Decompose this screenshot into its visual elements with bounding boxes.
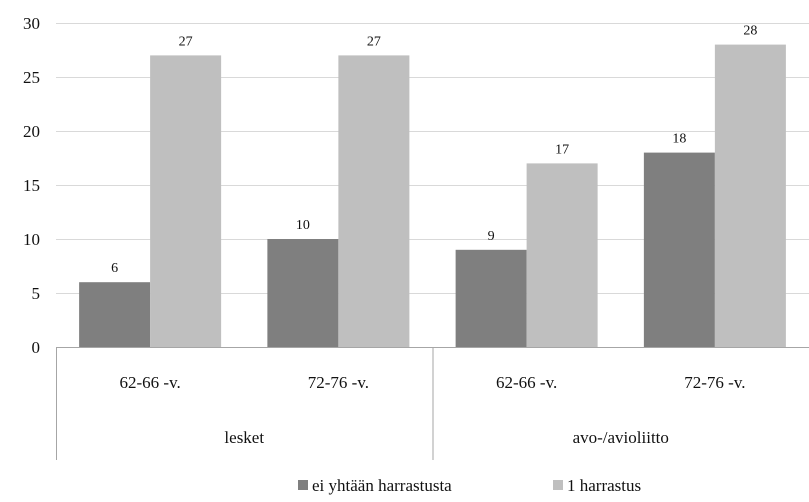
y-tick-label-5: 5 (32, 284, 41, 303)
data-label-1-2: 17 (555, 142, 569, 157)
data-labels: 6 27 10 27 9 17 18 28 (111, 24, 757, 277)
y-tick-label-30: 30 (23, 14, 40, 33)
data-label-1-1: 27 (367, 34, 381, 49)
bar-ei-yhtaan-2 (455, 249, 527, 347)
bar-ei-yhtaan-1 (267, 239, 339, 347)
x-axis-labels: 62-66 -v. 72-76 -v. 62-66 -v. 72-76 -v. lesk… (120, 373, 746, 447)
bars (79, 44, 786, 348)
x-category-label-1: 72-76 -v. (308, 373, 369, 392)
y-axis-tick-labels: 0 5 10 15 20 25 30 (23, 14, 40, 357)
x-group-label-0: lesket (224, 428, 264, 447)
data-label-1-3: 28 (743, 24, 757, 39)
data-label-0-3: 18 (672, 132, 686, 147)
x-category-label-2: 62-66 -v. (496, 373, 557, 392)
y-tick-label-15: 15 (23, 176, 40, 195)
bar-ei-yhtaan-0 (79, 282, 151, 347)
bar-1-harrastus-3 (714, 44, 786, 347)
y-tick-label-25: 25 (23, 68, 40, 87)
data-label-0-0: 6 (111, 261, 118, 276)
x-category-label-0: 62-66 -v. (120, 373, 181, 392)
data-label-0-2: 9 (488, 229, 495, 244)
legend-swatch-0 (298, 480, 308, 490)
legend: ei yhtään harrastusta 1 harrastus (298, 476, 641, 495)
bar-ei-yhtaan-3 (643, 152, 715, 347)
bar-1-harrastus-2 (526, 163, 598, 347)
y-tick-label-0: 0 (32, 338, 41, 357)
x-group-label-1: avo-/avioliitto (573, 428, 669, 447)
legend-label-1: 1 harrastus (567, 476, 641, 495)
bar-1-harrastus-1 (338, 55, 410, 348)
x-category-label-3: 72-76 -v. (684, 373, 745, 392)
y-tick-label-10: 10 (23, 230, 40, 249)
axes (56, 347, 809, 460)
legend-swatch-1 (553, 480, 563, 490)
bar-1-harrastus-0 (150, 55, 222, 348)
data-label-0-1: 10 (296, 218, 310, 233)
y-tick-label-20: 20 (23, 122, 40, 141)
legend-label-0: ei yhtään harrastusta (312, 476, 452, 495)
data-label-1-0: 27 (179, 34, 193, 49)
